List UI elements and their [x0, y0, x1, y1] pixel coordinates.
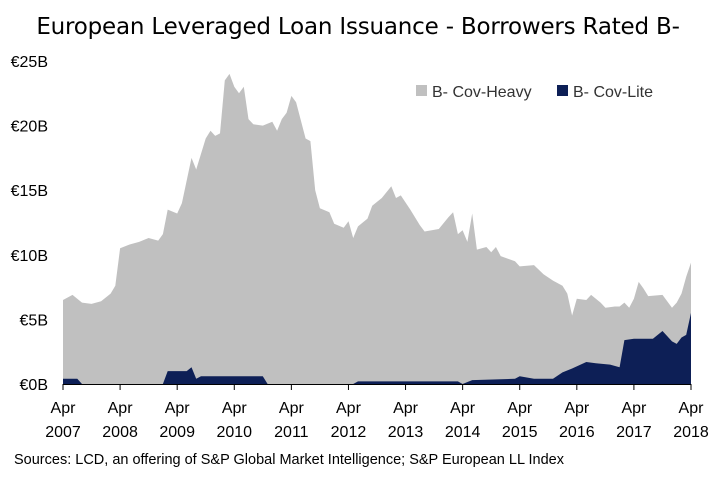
- area-series-2: [63, 280, 691, 384]
- x-tick-year: 2008: [102, 424, 138, 441]
- x-tick-month: Apr: [51, 400, 77, 417]
- area-series-1: [63, 73, 691, 385]
- y-tick-label: €25B: [11, 54, 48, 71]
- x-tick-year: 2007: [45, 424, 81, 441]
- x-tick-year: 2010: [216, 424, 252, 441]
- y-tick-label: €0B: [20, 377, 48, 394]
- x-tick-month: Apr: [507, 400, 533, 417]
- x-tick-month: Apr: [165, 400, 191, 417]
- x-tick-month: Apr: [108, 400, 134, 417]
- x-tick-year: 2015: [502, 424, 538, 441]
- chart-title: European Leveraged Loan Issuance - Borro…: [36, 14, 680, 40]
- x-tick-year: 2009: [159, 424, 195, 441]
- x-axis-ticks: Apr 2007 Apr 2008 Apr 2009 Apr 2010 Apr 2011 Apr 20…: [45, 384, 709, 441]
- x-tick-year: 2017: [616, 424, 652, 441]
- legend-swatch-1: [416, 85, 427, 96]
- x-tick-year: 2012: [331, 424, 367, 441]
- x-tick-year: 2013: [388, 424, 424, 441]
- x-tick-month: Apr: [621, 400, 647, 417]
- x-tick-year: 2016: [559, 424, 595, 441]
- legend-label-2: B- Cov-Lite: [573, 84, 653, 101]
- y-tick-label: €5B: [20, 312, 48, 329]
- legend: B- Cov-Heavy B- Cov-Lite: [416, 84, 653, 101]
- x-tick-year: 2011: [274, 424, 309, 441]
- x-tick-year: 2014: [445, 424, 481, 441]
- area-series: [63, 73, 691, 385]
- x-tick-month: Apr: [336, 400, 362, 417]
- y-tick-label: €10B: [11, 248, 48, 265]
- x-tick-month: Apr: [564, 400, 590, 417]
- x-tick-year: 2018: [673, 424, 709, 441]
- legend-label-1: B- Cov-Heavy: [432, 84, 532, 101]
- x-tick-month: Apr: [279, 400, 305, 417]
- y-tick-label: €15B: [11, 183, 48, 200]
- x-tick-month: Apr: [679, 400, 705, 417]
- x-tick-month: Apr: [222, 400, 248, 417]
- y-tick-label: €20B: [11, 119, 48, 136]
- source-note: Sources: LCD, an offering of S&P Global …: [14, 452, 564, 468]
- y-axis-ticks: €0B €5B €10B €15B €20B €25B: [11, 54, 48, 394]
- x-tick-month: Apr: [393, 400, 419, 417]
- legend-swatch-2: [557, 85, 568, 96]
- x-tick-month: Apr: [450, 400, 476, 417]
